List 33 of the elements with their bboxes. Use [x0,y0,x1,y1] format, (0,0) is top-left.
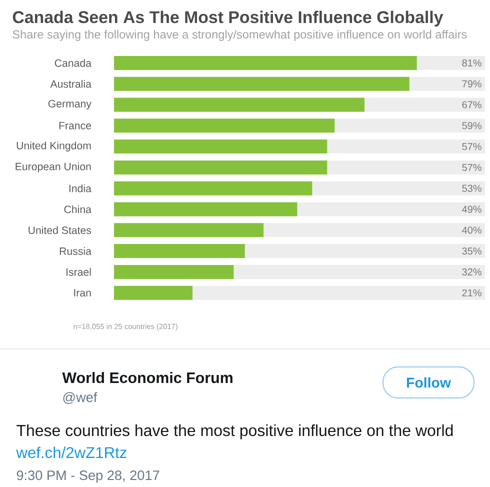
text: World Economic Forum [62,372,232,384]
data-label: 59% [462,122,482,130]
data-label: 32% [462,268,482,276]
data-label: 49% [462,206,482,213]
data-label: 81% [462,59,482,66]
data-label: 53% [462,184,482,192]
y-tick-label: Germany [48,100,92,110]
data-label: 79% [462,80,482,88]
data-label: 35% [462,248,482,255]
y-tick-label: Israel [66,268,91,276]
y-tick-label: France [59,122,91,130]
data-label: 67% [462,101,482,108]
chart-title: Canada Seen As The Most Positive Influence Globally [12,10,444,27]
data-label: 21% [462,289,482,296]
y-tick-label: Russia [60,247,92,255]
text: 9:30 PM - Sep 28, 2017 [16,470,160,483]
data-label: 57% [462,143,482,150]
chart-subtitle: Share saying the following have a strongly/somewhat positive influence on world affairs [12,30,467,41]
y-tick-label: United States [28,226,92,234]
data-label: 57% [462,164,482,171]
bar [114,286,193,300]
y-tick-label: China [64,205,92,214]
text: These countries have the most positive influence on the world [16,424,453,440]
text: wef.ch/2wZ1Rtz [16,446,126,458]
y-tick-label: India [69,184,92,192]
y-tick-label: Iran [74,289,91,297]
y-tick-label: United Kingdom [16,142,91,152]
y-tick-label: Australia [50,80,92,88]
y-tick-label: Canada [54,59,92,67]
text: Follow [406,377,452,388]
text: @wef [63,392,98,404]
y-tick-label: European Union [16,162,91,172]
data-label: 40% [462,226,482,234]
